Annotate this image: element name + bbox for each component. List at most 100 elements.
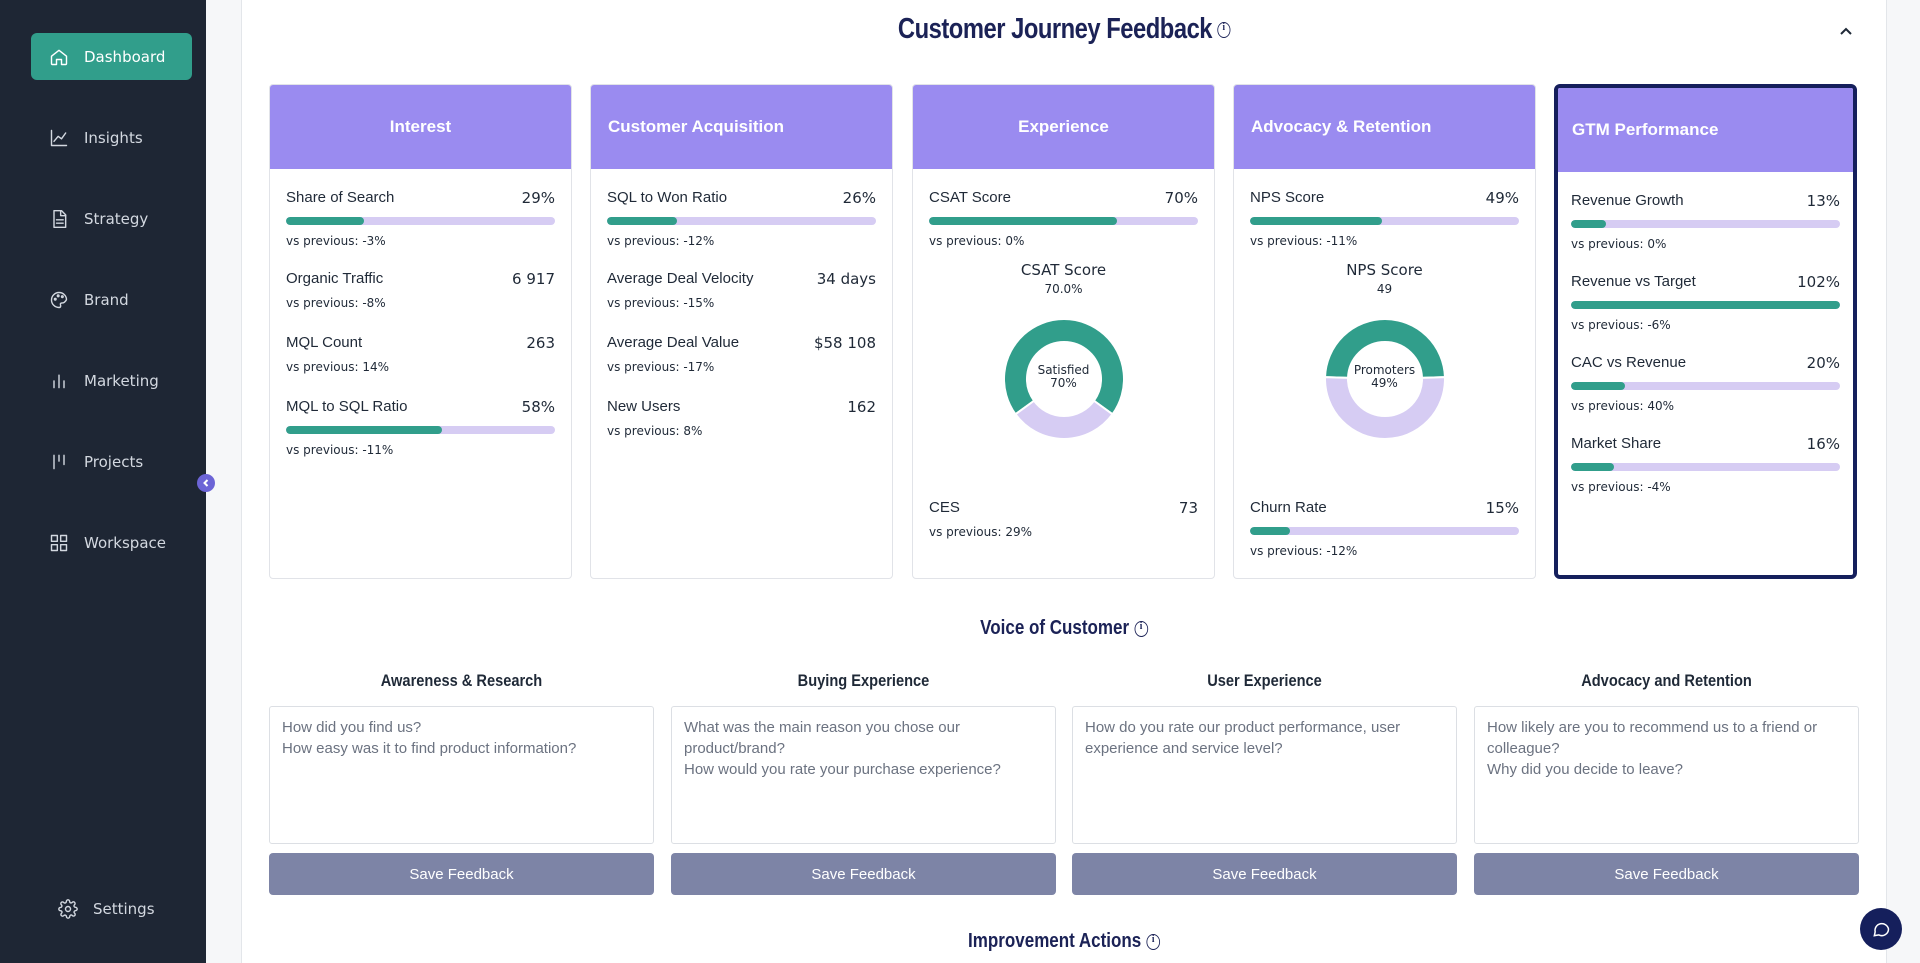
metric-comparison: vs previous: 8% (607, 424, 703, 438)
metric-label: Revenue vs Target (1571, 273, 1696, 290)
document-icon (48, 208, 70, 230)
progress-fill (1250, 527, 1291, 535)
palette-icon (48, 289, 70, 311)
metric-value: 26% (842, 189, 876, 207)
progress-bar (1571, 382, 1840, 390)
metric-label: Churn Rate (1250, 499, 1327, 516)
save-feedback-button[interactable]: Save Feedback (671, 853, 1056, 895)
metric-label: Revenue Growth (1571, 192, 1684, 209)
progress-bar (607, 217, 876, 225)
progress-fill (286, 217, 364, 225)
metric-comparison: vs previous: -11% (286, 443, 394, 457)
voc-column-title: Buying Experience (797, 671, 930, 690)
improvement-title: Improvement Actions (968, 930, 1142, 952)
chevron-up-icon (1840, 27, 1852, 35)
metric-comparison: vs previous: 0% (1571, 237, 1667, 251)
sidebar-item-brand[interactable]: Brand (31, 276, 192, 323)
voc-advocacy-retention: Advocacy and Retention Save Feedback (1474, 671, 1859, 895)
donut-center: Promoters 49% (1320, 364, 1450, 390)
metric-value: 20% (1806, 354, 1840, 372)
gear-icon (57, 898, 79, 920)
save-feedback-button[interactable]: Save Feedback (1474, 853, 1859, 895)
metric-comparison: vs previous: 29% (929, 525, 1033, 539)
donut-center-label: Promoters (1353, 363, 1416, 377)
info-icon[interactable] (1146, 933, 1160, 950)
metric-value: 58% (521, 398, 555, 416)
section-header: Customer Journey Feedback (390, 13, 1738, 46)
sidebar-item-label: Projects (84, 452, 144, 471)
save-feedback-button[interactable]: Save Feedback (1072, 853, 1457, 895)
sidebar-item-dashboard[interactable]: Dashboard (31, 33, 192, 80)
metric-label: Organic Traffic (286, 270, 384, 287)
donut-title: NPS Score (1346, 261, 1423, 279)
metric-comparison: vs previous: 40% (1571, 399, 1675, 413)
progress-bar (1250, 527, 1519, 535)
metric-mql-to-sql-ratio: MQL to SQL Ratio 58% vs previous: -11% (286, 398, 555, 457)
sidebar-item-projects[interactable]: Projects (31, 438, 192, 485)
metric-comparison: vs previous: 14% (286, 360, 390, 374)
donut-segment-remainder (1013, 399, 1114, 440)
progress-bar (1571, 301, 1840, 309)
voc-user-experience: User Experience Save Feedback (1072, 671, 1457, 895)
sidebar-item-insights[interactable]: Insights (31, 114, 192, 161)
kanban-icon (48, 451, 70, 473)
collapse-sidebar-button[interactable] (197, 474, 215, 492)
metric-comparison: vs previous: -6% (1571, 318, 1671, 332)
metric-average-deal-velocity: Average Deal Velocity 34 days vs previous… (607, 270, 876, 310)
metric-share-of-search: Share of Search 29% vs previous: -3% (286, 189, 555, 248)
improvement-section-title: Improvement Actions (365, 930, 1762, 953)
feedback-input[interactable] (671, 706, 1056, 844)
bar-chart-icon (48, 370, 70, 392)
info-icon[interactable] (1216, 21, 1231, 39)
sidebar-item-label: Insights (84, 128, 143, 147)
donut-title: CSAT Score (1020, 261, 1107, 279)
page-title: Customer Journey Feedback (897, 13, 1213, 45)
save-feedback-button[interactable]: Save Feedback (269, 853, 654, 895)
voc-column-title: User Experience (1207, 671, 1322, 690)
card-gtm-performance[interactable]: GTM Performance Revenue Growth 13% vs pre… (1554, 84, 1857, 579)
metric-label: CSAT Score (929, 189, 1011, 206)
metric-value: 16% (1806, 435, 1840, 453)
chat-button[interactable] (1860, 908, 1902, 950)
feedback-input[interactable] (1072, 706, 1457, 844)
sidebar-item-workspace[interactable]: Workspace (31, 519, 192, 566)
sidebar: Dashboard Insights Strategy Brand Market… (0, 0, 206, 963)
metric-value: 29% (521, 189, 555, 207)
metric-label: NPS Score (1250, 189, 1325, 206)
card-title: Customer Acquisition (591, 85, 892, 169)
feedback-input[interactable] (1474, 706, 1859, 844)
card-title: Interest (270, 85, 571, 169)
nps-donut-chart: NPS Score 49 Promoters 49% (1234, 261, 1535, 444)
metric-csat-score: CSAT Score 70% vs previous: 0% (929, 189, 1198, 248)
metric-value: 102% (1797, 273, 1840, 291)
voc-awareness-research: Awareness & Research Save Feedback (269, 671, 654, 895)
metric-label: CAC vs Revenue (1571, 354, 1687, 371)
donut-segment-remainder (1323, 376, 1446, 441)
collapse-section-button[interactable] (1838, 24, 1854, 40)
donut: Satisfied 70% (999, 314, 1129, 444)
progress-bar (1571, 220, 1840, 228)
metric-value: 73 (1178, 499, 1198, 517)
card-title: Advocacy & Retention (1234, 85, 1535, 169)
metric-comparison: vs previous: -15% (607, 296, 715, 310)
info-icon[interactable] (1134, 620, 1148, 637)
metric-comparison: vs previous: -3% (286, 234, 386, 248)
sidebar-item-strategy[interactable]: Strategy (31, 195, 192, 242)
donut-center-value: 49% (1371, 376, 1398, 390)
metric-comparison: vs previous: -12% (1250, 544, 1358, 558)
donut-segment-primary (1002, 318, 1125, 416)
metric-ces: CES 73 vs previous: 29% (929, 499, 1198, 539)
sidebar-item-settings[interactable]: Settings (40, 885, 201, 932)
sidebar-item-marketing[interactable]: Marketing (31, 357, 192, 404)
metric-churn-rate: Churn Rate 15% vs previous: -12% (1250, 499, 1519, 558)
metric-new-users: New Users 162 vs previous: 8% (607, 398, 876, 438)
card-customer-acquisition: Customer Acquisition SQL to Won Ratio 26%… (590, 84, 893, 579)
feedback-input[interactable] (269, 706, 654, 844)
metric-comparison: vs previous: -8% (286, 296, 386, 310)
progress-fill (1571, 301, 1840, 309)
line-chart-icon (48, 127, 70, 149)
donut-segment-primary (1323, 318, 1446, 379)
progress-bar (1571, 463, 1840, 471)
progress-bar (286, 217, 555, 225)
metric-value: 49% (1485, 189, 1519, 207)
